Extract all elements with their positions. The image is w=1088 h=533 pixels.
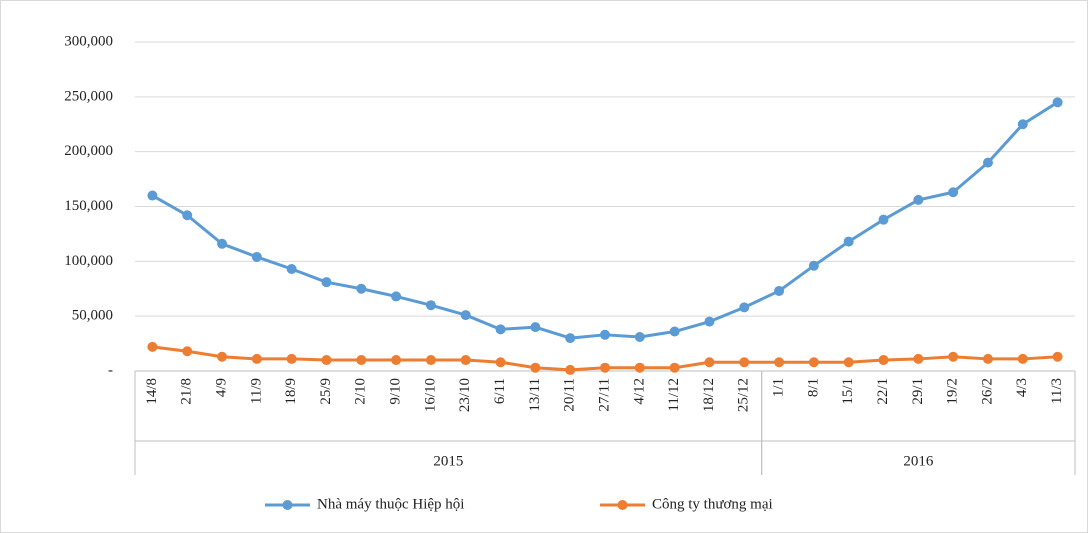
data-point xyxy=(948,187,959,198)
data-point xyxy=(356,355,367,366)
data-point xyxy=(600,329,610,340)
data-point xyxy=(774,357,785,368)
x-tick-label: 25/12 xyxy=(736,378,752,412)
x-tick-label: 23/10 xyxy=(457,378,473,412)
data-point xyxy=(321,355,332,366)
x-tick-label: 2/10 xyxy=(353,378,369,405)
x-tick-label: 25/9 xyxy=(318,378,334,405)
x-tick-label: 4/3 xyxy=(1014,378,1030,397)
legend-marker xyxy=(282,500,293,510)
data-point xyxy=(565,333,576,344)
data-point xyxy=(808,357,819,368)
data-point xyxy=(634,332,645,343)
group-label: 2015 xyxy=(433,453,463,469)
data-point xyxy=(913,194,924,205)
data-point xyxy=(530,322,541,333)
data-point xyxy=(600,362,610,373)
data-point xyxy=(1052,351,1063,362)
x-tick-label: 26/2 xyxy=(979,378,995,405)
data-point xyxy=(425,300,436,311)
data-point xyxy=(251,251,262,262)
x-tick-label: 9/10 xyxy=(388,378,404,405)
data-point xyxy=(1017,353,1028,364)
data-point xyxy=(391,355,402,366)
data-point xyxy=(182,346,193,357)
y-tick-label: - xyxy=(108,362,113,378)
x-tick-label: 8/1 xyxy=(805,378,821,397)
data-point xyxy=(460,310,471,321)
data-point xyxy=(321,277,332,288)
data-point xyxy=(704,357,715,368)
data-point xyxy=(843,357,854,368)
data-point xyxy=(739,302,750,313)
data-point xyxy=(669,326,680,337)
data-point xyxy=(808,260,819,271)
x-tick-label: 18/9 xyxy=(283,378,299,405)
x-tick-label: 21/8 xyxy=(179,378,195,405)
data-point xyxy=(217,351,228,362)
y-tick-label: 100,000 xyxy=(64,253,113,269)
x-tick-label: 11/9 xyxy=(248,378,264,404)
x-tick-label: 27/11 xyxy=(596,378,612,412)
data-point xyxy=(565,364,576,375)
data-point xyxy=(634,362,645,373)
group-label: 2016 xyxy=(903,453,934,469)
x-tick-label: 29/1 xyxy=(910,378,926,405)
data-point xyxy=(391,291,402,302)
legend-label: Công ty thương mại xyxy=(652,496,773,512)
x-tick-label: 19/2 xyxy=(945,378,961,405)
data-point xyxy=(495,324,506,335)
legend-label: Nhà máy thuộc Hiệp hội xyxy=(317,496,464,512)
data-point xyxy=(1052,97,1063,108)
y-tick-label: 300,000 xyxy=(64,33,113,49)
data-point xyxy=(878,214,889,225)
y-tick-label: 200,000 xyxy=(64,143,113,159)
data-point xyxy=(356,283,367,294)
x-tick-label: 4/9 xyxy=(213,378,229,397)
data-point xyxy=(286,353,297,364)
x-tick-label: 4/12 xyxy=(631,378,647,405)
y-tick-label: 150,000 xyxy=(64,198,113,214)
x-tick-label: 18/12 xyxy=(701,378,717,412)
data-point xyxy=(913,353,924,364)
data-point xyxy=(182,210,193,221)
data-point xyxy=(982,353,993,364)
data-point xyxy=(843,236,854,247)
y-tick-label: 250,000 xyxy=(64,88,113,104)
data-point xyxy=(460,355,471,366)
data-point xyxy=(286,264,297,275)
x-tick-label: 6/11 xyxy=(492,378,508,404)
data-point xyxy=(948,351,959,362)
data-point xyxy=(425,355,436,366)
x-tick-label: 11/3 xyxy=(1049,378,1065,404)
x-tick-label: 13/11 xyxy=(527,378,543,412)
x-tick-label: 16/10 xyxy=(422,378,438,412)
data-point xyxy=(147,341,158,352)
data-point xyxy=(878,355,889,366)
x-tick-label: 22/1 xyxy=(875,378,891,405)
data-point xyxy=(251,353,262,364)
x-tick-label: 20/11 xyxy=(562,378,578,412)
data-point xyxy=(217,238,228,249)
y-tick-label: 50,000 xyxy=(72,308,113,324)
data-point xyxy=(669,362,680,373)
x-tick-label: 11/12 xyxy=(666,378,682,412)
data-point xyxy=(704,316,715,327)
data-point xyxy=(1017,119,1028,130)
x-tick-label: 14/8 xyxy=(144,378,160,405)
data-point xyxy=(147,190,158,201)
data-point xyxy=(774,285,785,296)
data-point xyxy=(530,362,541,373)
legend-marker xyxy=(617,500,628,510)
data-point xyxy=(982,157,993,168)
data-point xyxy=(739,357,750,368)
x-tick-label: 1/1 xyxy=(771,378,787,397)
x-tick-label: 15/1 xyxy=(840,378,856,405)
data-point xyxy=(495,357,506,368)
